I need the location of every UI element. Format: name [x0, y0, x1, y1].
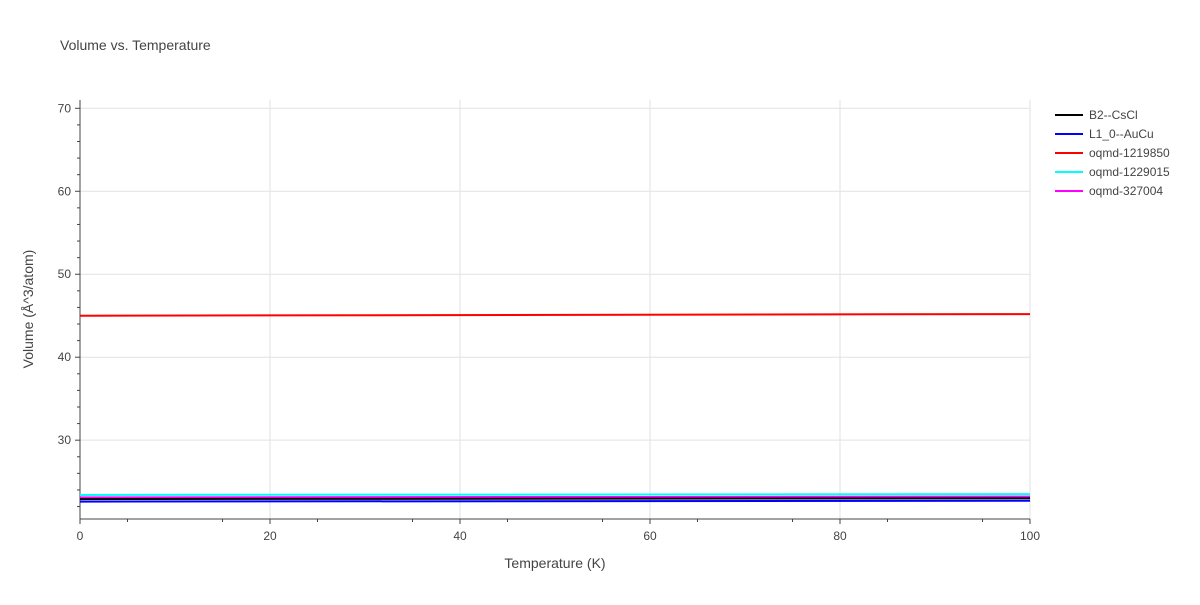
x-tick-label: 20 — [263, 529, 277, 543]
y-tick-label: 50 — [58, 267, 72, 281]
legend: B2--CsCl L1_0--AuCu oqmd-1219850 oqmd-12290… — [1055, 108, 1170, 198]
legend-item[interactable]: oqmd-1229015 — [1055, 165, 1170, 179]
y-tick-label: 60 — [58, 184, 72, 198]
y-tick-label: 40 — [58, 350, 72, 364]
chart-title: Volume vs. Temperature — [60, 37, 211, 53]
legend-label: B2--CsCl — [1089, 108, 1138, 122]
x-tick-label: 60 — [643, 529, 657, 543]
legend-item[interactable]: oqmd-327004 — [1055, 184, 1163, 198]
x-tick-label: 80 — [833, 529, 847, 543]
series-line-L1_0--AuCu — [79, 499, 1031, 503]
legend-label: oqmd-1229015 — [1089, 165, 1170, 179]
legend-item[interactable]: B2--CsCl — [1055, 108, 1138, 122]
legend-label: oqmd-327004 — [1089, 184, 1163, 198]
y-axis-label: Volume (Å^3/atom) — [20, 250, 36, 369]
legend-item[interactable]: oqmd-1219850 — [1055, 146, 1170, 160]
series-line-B2--CsCl — [79, 497, 1031, 501]
series-line-oqmd-1219850 — [79, 313, 1031, 317]
grid-layer — [80, 100, 1031, 519]
y-tick-label: 30 — [58, 433, 72, 447]
x-tick-label: 0 — [77, 529, 84, 543]
x-axis-label: Temperature (K) — [504, 555, 605, 571]
x-tick-label: 40 — [453, 529, 467, 543]
legend-label: L1_0--AuCu — [1089, 127, 1154, 141]
axis-layer: 0 20 40 60 80 100 30 40 50 60 70 — [58, 100, 1040, 543]
legend-label: oqmd-1219850 — [1089, 146, 1170, 160]
y-tick-label: 70 — [58, 101, 72, 115]
series-line-oqmd-1229015 — [79, 493, 1031, 496]
series-line-oqmd-327004 — [79, 495, 1031, 499]
series-layer — [79, 313, 1031, 503]
legend-item[interactable]: L1_0--AuCu — [1055, 127, 1154, 141]
x-tick-label: 100 — [1020, 529, 1040, 543]
